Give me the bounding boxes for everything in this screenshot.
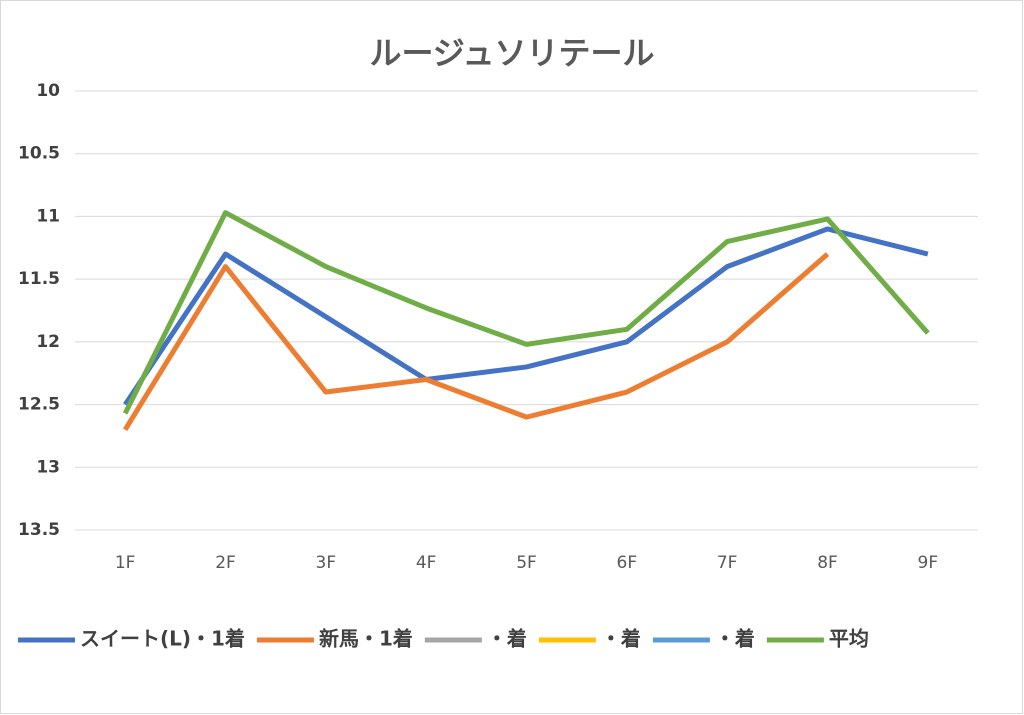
legend-label: 新馬・1着 xyxy=(319,627,413,651)
y-tick-label: 12.5 xyxy=(18,395,60,415)
x-tick-label: 9F xyxy=(918,553,939,573)
x-tick-label: 6F xyxy=(617,553,638,573)
x-tick-label: 5F xyxy=(516,553,537,573)
x-tick-label: 7F xyxy=(717,553,738,573)
y-tick-label: 10.5 xyxy=(18,144,60,164)
x-tick-label: 3F xyxy=(316,553,337,573)
series-line xyxy=(123,252,830,431)
series-line xyxy=(122,210,930,415)
legend-label: ・着 xyxy=(715,627,755,651)
x-tick-label: 2F xyxy=(215,553,236,573)
legend-label: 平均 xyxy=(829,627,869,651)
x-tick-label: 8F xyxy=(817,553,838,573)
series-line xyxy=(123,226,929,406)
x-tick-label: 1F xyxy=(115,553,136,573)
y-tick-label: 13.5 xyxy=(18,520,60,540)
legend-label: ・着 xyxy=(601,627,641,651)
y-tick-label: 11 xyxy=(36,206,60,226)
y-tick-label: 12 xyxy=(36,332,60,352)
y-tick-label: 10 xyxy=(36,81,60,101)
y-tick-label: 11.5 xyxy=(18,269,60,289)
legend-label: ・着 xyxy=(487,627,527,651)
chart-title: ルージュソリテール xyxy=(369,34,654,72)
x-tick-label: 4F xyxy=(416,553,437,573)
legend-label: スイート(L)・1着 xyxy=(80,627,245,651)
y-tick-label: 13 xyxy=(36,457,60,477)
